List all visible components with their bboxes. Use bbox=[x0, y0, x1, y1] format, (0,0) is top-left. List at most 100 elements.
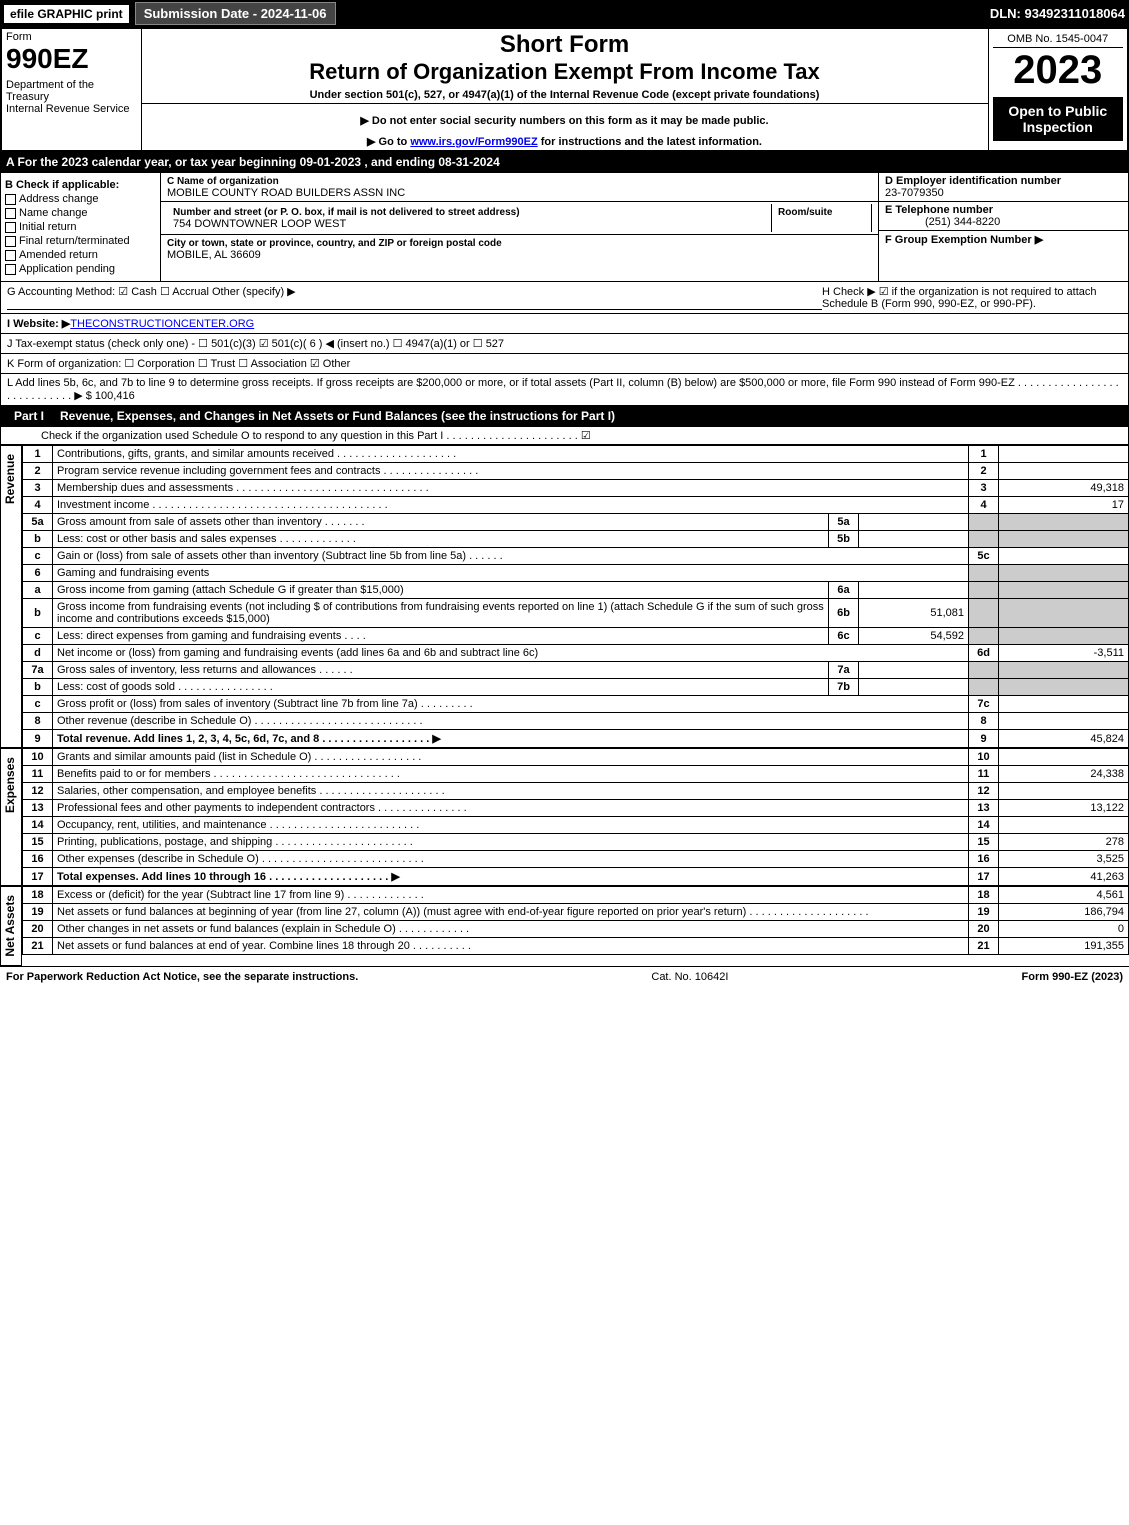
l8-desc: Other revenue (describe in Schedule O) bbox=[57, 715, 251, 727]
netassets-side-label: Net Assets bbox=[0, 886, 22, 966]
l6c-gray2 bbox=[999, 628, 1129, 645]
cb-label-name: Name change bbox=[19, 207, 88, 219]
l5a-num: 5a bbox=[23, 514, 53, 531]
submission-date: Submission Date - 2024-11-06 bbox=[135, 2, 336, 25]
l6a-desc: Gross income from gaming (attach Schedul… bbox=[53, 582, 829, 599]
l12-desc: Salaries, other compensation, and employ… bbox=[57, 785, 316, 797]
box-j: J Tax-exempt status (check only one) - ☐… bbox=[7, 337, 504, 350]
l16-amt: 3,525 bbox=[999, 851, 1129, 868]
l7a-sub: 7a bbox=[829, 662, 859, 679]
l1-box: 1 bbox=[969, 446, 999, 463]
l18-num: 18 bbox=[23, 887, 53, 904]
l6b-gray2 bbox=[999, 599, 1129, 628]
l3-desc: Membership dues and assessments bbox=[57, 482, 233, 494]
l11-num: 11 bbox=[23, 766, 53, 783]
checkbox-final-return[interactable] bbox=[5, 236, 16, 247]
netassets-table: 18 Excess or (deficit) for the year (Subt… bbox=[22, 886, 1129, 955]
l5c-desc: Gain or (loss) from sale of assets other… bbox=[57, 550, 466, 562]
l13-box: 13 bbox=[969, 800, 999, 817]
l9-desc: Total revenue. Add lines 1, 2, 3, 4, 5c,… bbox=[57, 733, 441, 745]
cb-label-initial: Initial return bbox=[19, 221, 76, 233]
l6c-desc: Less: direct expenses from gaming and fu… bbox=[57, 630, 341, 642]
l21-num: 21 bbox=[23, 938, 53, 955]
l11-amt: 24,338 bbox=[999, 766, 1129, 783]
l17-box: 17 bbox=[969, 868, 999, 886]
l19-desc: Net assets or fund balances at beginning… bbox=[57, 906, 746, 918]
l16-desc: Other expenses (describe in Schedule O) bbox=[57, 853, 259, 865]
l5c-amt bbox=[999, 548, 1129, 565]
l20-amt: 0 bbox=[999, 921, 1129, 938]
l7c-box: 7c bbox=[969, 696, 999, 713]
l7c-amt bbox=[999, 696, 1129, 713]
subtitle: Under section 501(c), 527, or 4947(a)(1)… bbox=[146, 89, 984, 101]
l14-num: 14 bbox=[23, 817, 53, 834]
l6-gray2 bbox=[999, 565, 1129, 582]
l8-num: 8 bbox=[23, 713, 53, 730]
l6d-amt: -3,511 bbox=[999, 645, 1129, 662]
goto-post: for instructions and the latest informat… bbox=[538, 136, 762, 148]
checkbox-pending[interactable] bbox=[5, 264, 16, 275]
l5b-num: b bbox=[23, 531, 53, 548]
l18-box: 18 bbox=[969, 887, 999, 904]
phone-value: (251) 344-8220 bbox=[885, 216, 1000, 228]
box-b-label: B Check if applicable: bbox=[5, 179, 156, 191]
box-b: B Check if applicable: Address change Na… bbox=[1, 173, 161, 281]
row-k: K Form of organization: ☐ Corporation ☐ … bbox=[0, 354, 1129, 374]
l18-desc: Excess or (deficit) for the year (Subtra… bbox=[57, 889, 344, 901]
short-form-title: Short Form bbox=[146, 31, 984, 59]
l7c-num: c bbox=[23, 696, 53, 713]
l12-box: 12 bbox=[969, 783, 999, 800]
row-i: I Website: ▶THECONSTRUCTIONCENTER.ORG bbox=[0, 314, 1129, 334]
l6a-gray2 bbox=[999, 582, 1129, 599]
department: Department of the Treasury Internal Reve… bbox=[6, 79, 137, 115]
l13-desc: Professional fees and other payments to … bbox=[57, 802, 375, 814]
l10-amt bbox=[999, 749, 1129, 766]
goto-pre: ▶ Go to bbox=[367, 136, 410, 148]
l7b-subamt bbox=[859, 679, 969, 696]
l15-amt: 278 bbox=[999, 834, 1129, 851]
irs-link[interactable]: www.irs.gov/Form990EZ bbox=[410, 136, 537, 148]
addr-label: Number and street (or P. O. box, if mail… bbox=[173, 207, 520, 218]
l5a-sub: 5a bbox=[829, 514, 859, 531]
l21-desc: Net assets or fund balances at end of ye… bbox=[57, 940, 410, 952]
l7a-num: 7a bbox=[23, 662, 53, 679]
l2-box: 2 bbox=[969, 463, 999, 480]
efile-print-label[interactable]: efile GRAPHIC print bbox=[4, 5, 129, 23]
part1-check: Check if the organization used Schedule … bbox=[0, 426, 1129, 445]
l17-desc: Total expenses. Add lines 10 through 16 … bbox=[57, 871, 400, 883]
box-c: C Name of organization MOBILE COUNTY ROA… bbox=[161, 173, 878, 281]
website-link[interactable]: THECONSTRUCTIONCENTER.ORG bbox=[70, 318, 254, 330]
l10-box: 10 bbox=[969, 749, 999, 766]
tax-year: 2023 bbox=[993, 48, 1124, 93]
cb-label-pending: Application pending bbox=[19, 263, 115, 275]
l4-amt: 17 bbox=[999, 497, 1129, 514]
cb-label-address: Address change bbox=[19, 193, 99, 205]
l7b-gray2 bbox=[999, 679, 1129, 696]
l5c-box: 5c bbox=[969, 548, 999, 565]
expenses-table: 10Grants and similar amounts paid (list … bbox=[22, 748, 1129, 886]
l13-amt: 13,122 bbox=[999, 800, 1129, 817]
l5b-desc: Less: cost or other basis and sales expe… bbox=[57, 533, 277, 545]
l6a-gray bbox=[969, 582, 999, 599]
dln: DLN: 93492311018064 bbox=[990, 6, 1125, 21]
l15-desc: Printing, publications, postage, and shi… bbox=[57, 836, 272, 848]
l7b-sub: 7b bbox=[829, 679, 859, 696]
l7a-gray bbox=[969, 662, 999, 679]
checkbox-initial-return[interactable] bbox=[5, 222, 16, 233]
l5a-subamt bbox=[859, 514, 969, 531]
l20-box: 20 bbox=[969, 921, 999, 938]
ein-value: 23-7079350 bbox=[885, 187, 944, 199]
ein-label: D Employer identification number bbox=[885, 175, 1061, 187]
row-j: J Tax-exempt status (check only one) - ☐… bbox=[0, 334, 1129, 354]
checkbox-name-change[interactable] bbox=[5, 208, 16, 219]
l6-gray bbox=[969, 565, 999, 582]
l6a-sub: 6a bbox=[829, 582, 859, 599]
l7c-desc: Gross profit or (loss) from sales of inv… bbox=[57, 698, 418, 710]
checkbox-address-change[interactable] bbox=[5, 194, 16, 205]
omb-number: OMB No. 1545-0047 bbox=[993, 31, 1124, 48]
row-g-h: G Accounting Method: ☑ Cash ☐ Accrual Ot… bbox=[0, 282, 1129, 314]
l5a-gray2 bbox=[999, 514, 1129, 531]
part1-title: Revenue, Expenses, and Changes in Net As… bbox=[60, 409, 615, 423]
checkbox-amended[interactable] bbox=[5, 250, 16, 261]
revenue-table: 1Contributions, gifts, grants, and simil… bbox=[22, 445, 1129, 748]
